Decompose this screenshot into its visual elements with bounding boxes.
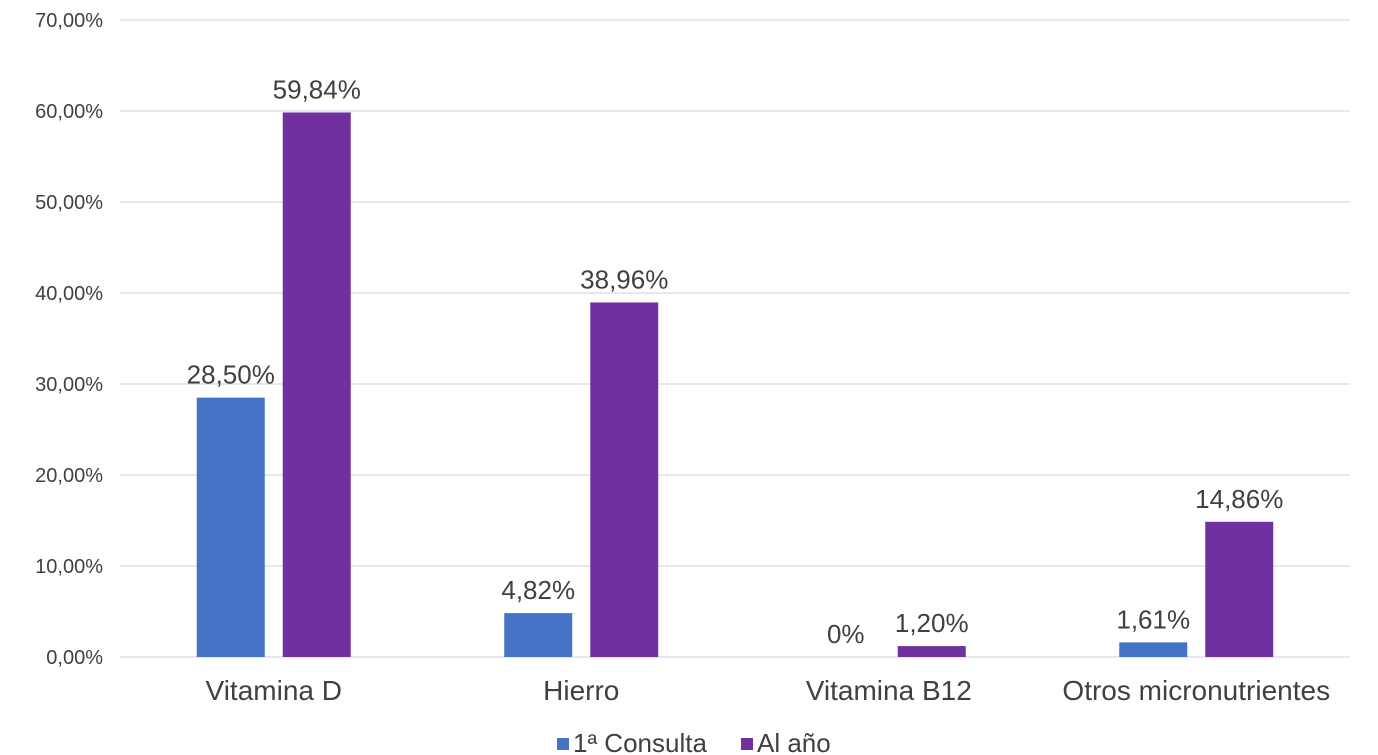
bar-al-ano [282, 112, 351, 658]
category-label: Vitamina D [206, 675, 342, 706]
data-label: 1,20% [895, 608, 969, 638]
bar-primera-consulta [504, 613, 573, 657]
legend-swatch [557, 738, 569, 750]
data-labels: 28,50% 59,84% 4,82% 38,96% 0% 1,20% 1,61% 14,86… [187, 74, 1284, 649]
category-label: Otros micronutrientes [1062, 675, 1330, 706]
bar-al-ano [590, 302, 659, 657]
data-label: 0% [827, 619, 865, 649]
y-tick-label: 0,00% [46, 647, 103, 669]
legend: 1ª Consulta Al año [557, 728, 831, 755]
x-axis-category-labels: Vitamina D Hierro Vitamina B12 Otros micron… [206, 675, 1331, 706]
y-tick-label: 70,00% [35, 10, 103, 32]
category-label: Vitamina B12 [806, 675, 972, 706]
y-tick-label: 30,00% [35, 374, 103, 396]
bar-primera-consulta [196, 397, 265, 657]
legend-label: Al año [757, 728, 831, 755]
legend-label: 1ª Consulta [573, 728, 707, 755]
data-label: 1,61% [1116, 604, 1190, 634]
data-label: 28,50% [187, 360, 275, 390]
data-label: 14,86% [1195, 484, 1283, 514]
data-label: 59,84% [273, 74, 361, 104]
y-tick-label: 50,00% [35, 192, 103, 214]
bar-al-ano [1205, 521, 1274, 657]
legend-swatch [741, 738, 753, 750]
y-tick-label: 60,00% [35, 101, 103, 123]
y-tick-label: 10,00% [35, 556, 103, 578]
category-label: Hierro [543, 675, 619, 706]
bars [196, 112, 1274, 658]
data-label: 4,82% [501, 575, 575, 605]
bar-primera-consulta [1119, 642, 1188, 657]
data-label: 38,96% [580, 264, 668, 294]
y-tick-label: 40,00% [35, 283, 103, 305]
y-axis-tick-labels: 0,00% 10,00% 20,00% 30,00% 40,00% 50,00% 60,00… [35, 10, 103, 669]
bar-al-ano [897, 646, 966, 657]
y-tick-label: 20,00% [35, 465, 103, 487]
